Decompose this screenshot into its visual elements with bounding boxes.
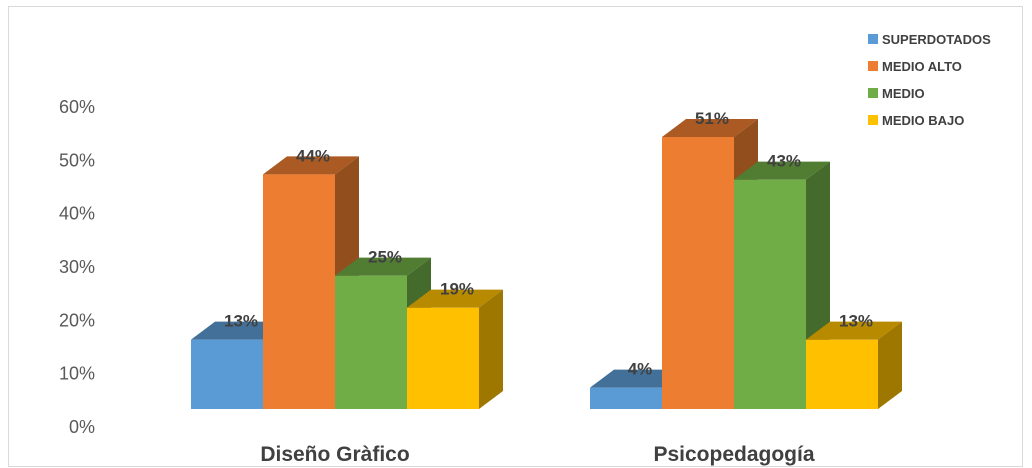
bar-front [662, 137, 734, 409]
x-category-label: Psicopedagogía [653, 443, 814, 466]
y-tick-label: 20% [59, 310, 95, 330]
y-tick-label: 40% [59, 204, 95, 224]
legend-swatch [868, 34, 878, 44]
bar-front [191, 339, 263, 409]
y-tick-label: 30% [59, 257, 95, 277]
y-tick-label: 60% [59, 97, 95, 117]
legend-label: MEDIO BAJO [882, 113, 964, 128]
bar-front [590, 387, 662, 409]
data-label: 25% [368, 248, 402, 267]
data-label: 51% [695, 109, 729, 128]
bar-front [263, 174, 335, 409]
data-label: 4% [628, 360, 653, 379]
bar-top [806, 321, 902, 340]
bar-chart: 0% 10% 20% 30% 40% 50% 60% 13% 44% 25% 19% Diseño G… [59, 32, 991, 466]
bar-front [806, 339, 878, 409]
bar-top [263, 156, 359, 175]
legend-label: MEDIO ALTO [882, 59, 962, 74]
data-label: 44% [296, 146, 330, 165]
bar-top [734, 161, 830, 180]
chart-frame: 0% 10% 20% 30% 40% 50% 60% 13% 44% 25% 19% Diseño G… [8, 6, 1023, 467]
bar-front [734, 179, 806, 409]
y-tick-label: 50% [59, 150, 95, 170]
y-tick-label: 10% [59, 364, 95, 384]
data-label: 13% [224, 312, 258, 331]
legend-label: MEDIO [882, 86, 925, 101]
legend-swatch [868, 115, 878, 125]
y-tick-label: 0% [69, 417, 95, 437]
data-label: 13% [839, 312, 873, 331]
bar-front [335, 275, 407, 409]
legend-swatch [868, 61, 878, 71]
bar-side [479, 289, 503, 409]
bar-top [662, 119, 758, 137]
x-category-label: Diseño Gràfico [260, 443, 409, 466]
legend-label: SUPERDOTADOS [882, 32, 991, 47]
data-label: 19% [440, 280, 474, 299]
data-label: 43% [767, 152, 801, 171]
bar-front [407, 307, 479, 409]
legend-swatch [868, 88, 878, 98]
bar-top [335, 257, 431, 276]
bar-side [878, 321, 902, 409]
bar-top [407, 289, 503, 308]
